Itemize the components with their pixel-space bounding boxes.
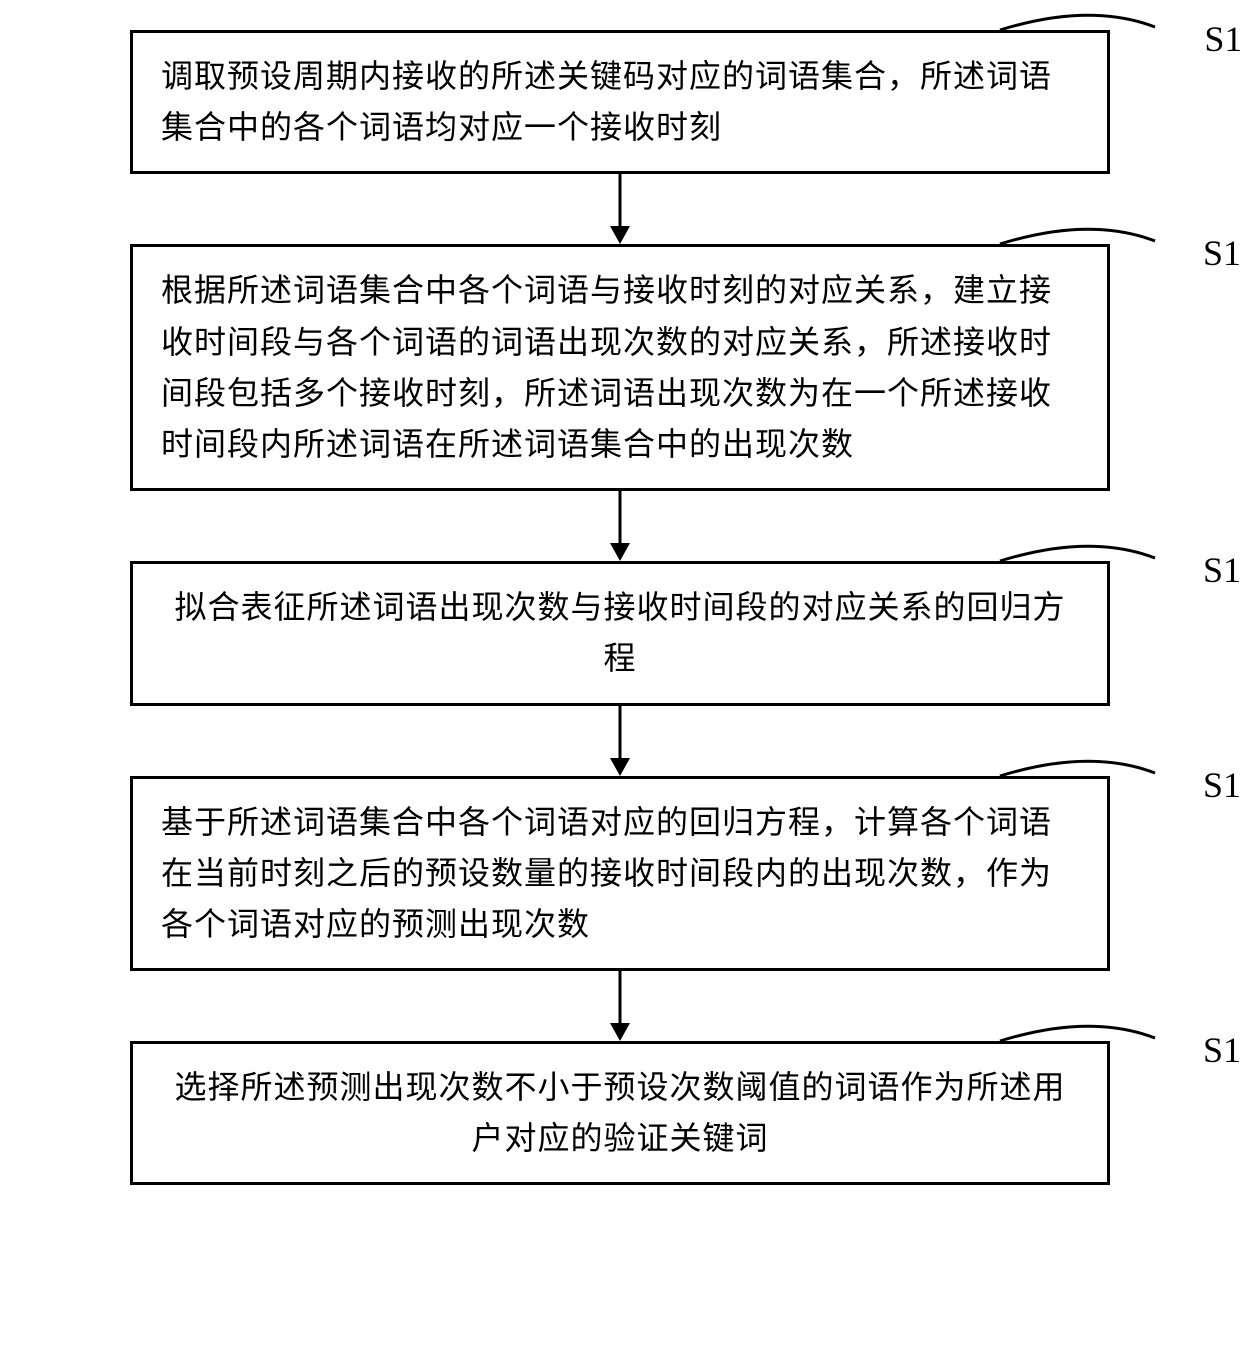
step-box-S1011: 调取预设周期内接收的所述关键码对应的词语集合，所述词语集合中的各个词语均对应一个… (130, 30, 1110, 174)
step-label: S1012 (1203, 232, 1240, 274)
arrow-down-icon (600, 971, 640, 1041)
flow-arrow (40, 706, 1200, 776)
flow-step: 调取预设周期内接收的所述关键码对应的词语集合，所述词语集合中的各个词语均对应一个… (40, 30, 1200, 174)
arrow-down-icon (600, 491, 640, 561)
step-label: S1015 (1203, 1029, 1240, 1071)
label-connector (1060, 226, 1210, 286)
flow-step: 拟合表征所述词语出现次数与接收时间段的对应关系的回归方程 S1013 (40, 561, 1200, 705)
step-text: 调取预设周期内接收的所述关键码对应的词语集合，所述词语集合中的各个词语均对应一个… (161, 51, 1079, 153)
flow-arrow (40, 491, 1200, 561)
flow-step: 根据所述词语集合中各个词语与接收时刻的对应关系，建立接收时间段与各个词语的词语出… (40, 244, 1200, 491)
step-text: 选择所述预测出现次数不小于预设次数阈值的词语作为所述用户对应的验证关键词 (161, 1062, 1079, 1164)
step-box-S1013: 拟合表征所述词语出现次数与接收时间段的对应关系的回归方程 (130, 561, 1110, 705)
flow-step: 基于所述词语集合中各个词语对应的回归方程，计算各个词语在当前时刻之后的预设数量的… (40, 776, 1200, 972)
step-box-S1012: 根据所述词语集合中各个词语与接收时刻的对应关系，建立接收时间段与各个词语的词语出… (130, 244, 1110, 491)
step-text: 根据所述词语集合中各个词语与接收时刻的对应关系，建立接收时间段与各个词语的词语出… (161, 265, 1079, 470)
label-connector (1060, 1023, 1210, 1083)
label-connector (1060, 12, 1210, 72)
flow-arrow (40, 971, 1200, 1041)
label-connector (1060, 543, 1210, 603)
step-label: S1011 (1204, 18, 1240, 60)
flow-step: 选择所述预测出现次数不小于预设次数阈值的词语作为所述用户对应的验证关键词 S10… (40, 1041, 1200, 1185)
label-connector (1060, 758, 1210, 818)
step-text: 拟合表征所述词语出现次数与接收时间段的对应关系的回归方程 (161, 582, 1079, 684)
arrow-down-icon (600, 174, 640, 244)
step-label: S1014 (1203, 764, 1240, 806)
step-label: S1013 (1203, 549, 1240, 591)
flow-arrow (40, 174, 1200, 244)
step-text: 基于所述词语集合中各个词语对应的回归方程，计算各个词语在当前时刻之后的预设数量的… (161, 797, 1079, 951)
step-box-S1014: 基于所述词语集合中各个词语对应的回归方程，计算各个词语在当前时刻之后的预设数量的… (130, 776, 1110, 972)
arrow-down-icon (600, 706, 640, 776)
flowchart-container: 调取预设周期内接收的所述关键码对应的词语集合，所述词语集合中的各个词语均对应一个… (40, 30, 1200, 1185)
step-box-S1015: 选择所述预测出现次数不小于预设次数阈值的词语作为所述用户对应的验证关键词 (130, 1041, 1110, 1185)
